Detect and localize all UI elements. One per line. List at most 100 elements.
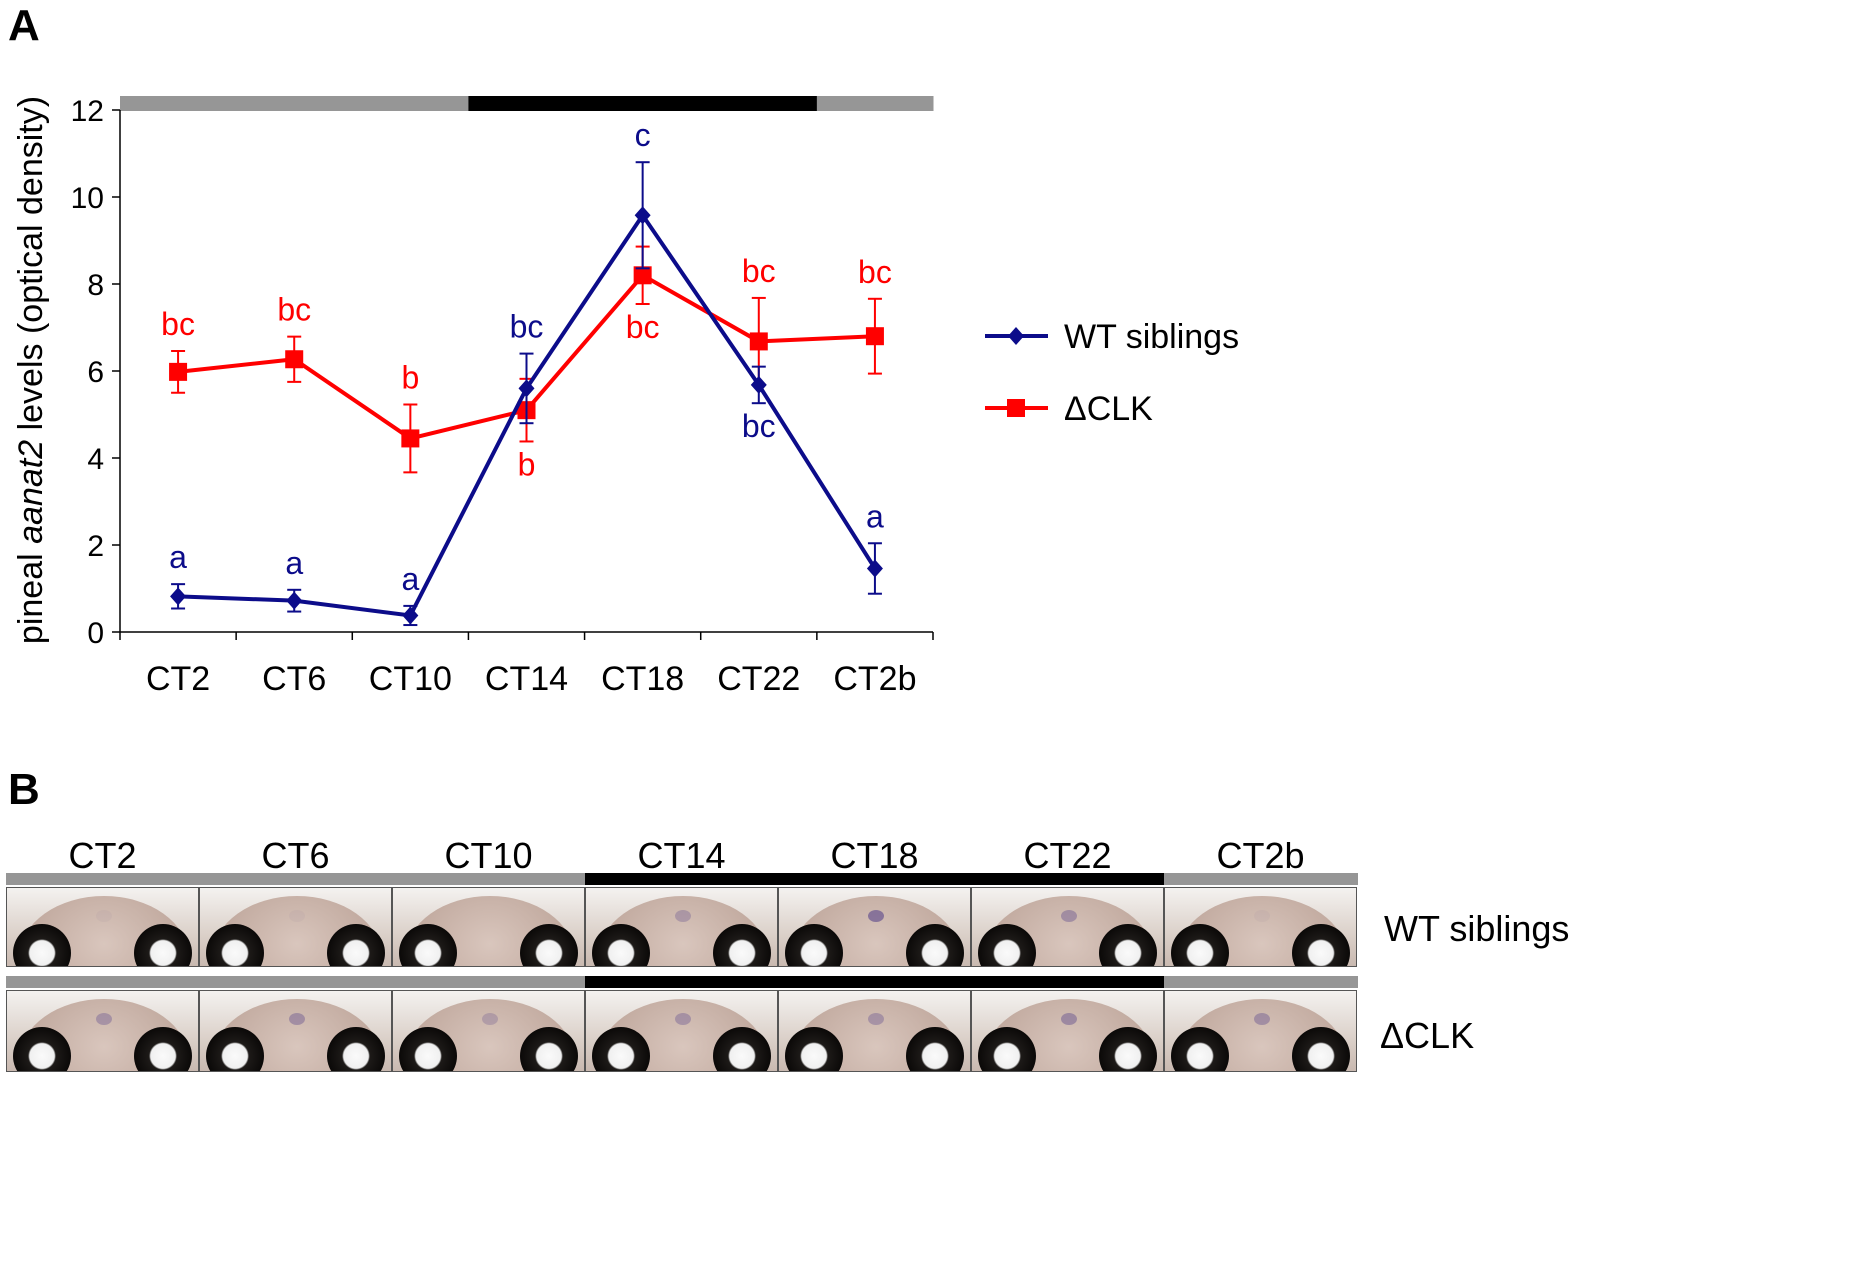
embryo-image bbox=[971, 990, 1164, 1072]
panel-b-label: B bbox=[8, 765, 40, 814]
phase-bar-dark bbox=[778, 873, 972, 885]
data-point bbox=[286, 591, 303, 610]
strip-header-label: CT22 bbox=[1023, 835, 1112, 876]
data-point bbox=[865, 327, 884, 346]
phase-bar-light bbox=[199, 873, 393, 885]
embryo-eye-left bbox=[978, 924, 1036, 966]
pineal-stain bbox=[288, 1013, 305, 1025]
embryo-image bbox=[392, 887, 585, 967]
embryo-eye-left bbox=[13, 924, 71, 966]
light-dark-bar bbox=[120, 96, 934, 111]
data-point bbox=[170, 587, 187, 606]
strip-header-label: CT2b bbox=[1216, 835, 1305, 876]
phase-bar-dark bbox=[585, 873, 779, 885]
embryo-eye-right bbox=[1292, 1027, 1350, 1071]
embryo-image bbox=[778, 887, 971, 967]
strip-row-label: ΔCLK bbox=[1380, 1015, 1475, 1056]
embryo-eye-left bbox=[1171, 924, 1229, 966]
phase-bar-light bbox=[120, 96, 237, 111]
phase-bar-dark bbox=[468, 96, 586, 111]
significance-letter: bc bbox=[858, 254, 892, 290]
line-chart: 0 2 4 6 8 10 12 CT2 CT6 CT10 CT14 CT18 CT22 CT2b pine… bbox=[12, 95, 1239, 698]
y-axis-label-part3: levels (optical density) bbox=[12, 96, 50, 440]
embryo-eye-left bbox=[592, 1027, 650, 1071]
y-tick-label: 12 bbox=[71, 95, 104, 128]
embryo-image bbox=[971, 887, 1164, 967]
y-axis-label-part1: pineal bbox=[12, 544, 50, 644]
series-layer: bc bc b b bc bc bc a a a bc c bc a bbox=[161, 117, 892, 627]
pineal-stain bbox=[288, 910, 305, 922]
phase-bar-light bbox=[199, 976, 393, 988]
pineal-stain bbox=[1060, 1013, 1077, 1025]
panel-a-label: A bbox=[8, 1, 40, 50]
pineal-stain bbox=[867, 1013, 884, 1025]
phase-bar-dark bbox=[971, 873, 1165, 885]
pineal-stain bbox=[95, 910, 112, 922]
significance-letter: bc bbox=[626, 309, 660, 345]
embryo-eye-right bbox=[520, 924, 578, 966]
strip-header-label: CT14 bbox=[637, 835, 726, 876]
data-point bbox=[169, 362, 188, 381]
pineal-stain bbox=[1253, 1013, 1270, 1025]
strip-header-label: CT6 bbox=[261, 835, 330, 876]
series-wt: a a a bc c bc a bbox=[169, 117, 884, 627]
significance-letter: a bbox=[401, 561, 419, 597]
series-dclk: bc bc b b bc bc bc bbox=[161, 245, 892, 482]
significance-letter: b bbox=[401, 359, 419, 395]
embryo-eye-left bbox=[206, 924, 264, 966]
legend: WT siblings ΔCLK bbox=[985, 318, 1239, 428]
significance-letter: a bbox=[169, 539, 187, 575]
data-point bbox=[518, 379, 535, 398]
phase-bar-light bbox=[392, 873, 586, 885]
data-point bbox=[866, 559, 883, 578]
x-tick-label: CT14 bbox=[485, 660, 568, 698]
embryo-image bbox=[1164, 990, 1357, 1072]
phase-bar-dark bbox=[584, 96, 702, 111]
axes: 0 2 4 6 8 10 12 CT2 CT6 CT10 CT14 CT18 CT22 CT2b bbox=[71, 95, 934, 698]
phase-bar-light bbox=[236, 96, 353, 111]
y-tick-label: 0 bbox=[87, 617, 104, 650]
phase-bar-dark bbox=[971, 976, 1165, 988]
strip-header-label: CT18 bbox=[830, 835, 919, 876]
embryo-eye-right bbox=[713, 924, 771, 966]
phase-bar-light bbox=[1164, 873, 1358, 885]
data-point bbox=[401, 429, 420, 448]
y-tick-label: 10 bbox=[71, 182, 104, 215]
embryo-eye-right bbox=[906, 1027, 964, 1071]
strip-header-label: CT10 bbox=[444, 835, 533, 876]
y-tick-label: 4 bbox=[87, 443, 104, 476]
embryo-eye-left bbox=[592, 924, 650, 966]
embryo-eye-left bbox=[13, 1027, 71, 1071]
significance-letter: a bbox=[866, 498, 884, 534]
embryo-image bbox=[392, 990, 585, 1072]
embryo-eye-left bbox=[1171, 1027, 1229, 1071]
embryo-eye-right bbox=[327, 924, 385, 966]
embryo-eye-left bbox=[399, 1027, 457, 1071]
significance-letter: bc bbox=[277, 292, 311, 328]
x-tick-label: CT10 bbox=[369, 660, 452, 698]
embryo-image bbox=[585, 990, 778, 1072]
phase-bar-dark bbox=[778, 976, 972, 988]
phase-bar-light bbox=[816, 96, 934, 111]
embryo-image bbox=[6, 887, 199, 967]
embryo-eye-right bbox=[520, 1027, 578, 1071]
x-tick-label: CT22 bbox=[717, 660, 800, 698]
legend-label: WT siblings bbox=[1064, 318, 1239, 356]
legend-marker bbox=[1007, 399, 1025, 417]
data-point bbox=[285, 350, 304, 369]
embryo-eye-right bbox=[1292, 924, 1350, 966]
phase-bar-light bbox=[392, 976, 586, 988]
embryo-eye-right bbox=[1099, 924, 1157, 966]
data-point bbox=[749, 332, 768, 351]
phase-bar-light bbox=[6, 873, 200, 885]
pineal-stain bbox=[1060, 910, 1077, 922]
embryo-image bbox=[1164, 887, 1357, 967]
significance-letter: bc bbox=[510, 309, 544, 345]
embryo-image bbox=[585, 887, 778, 967]
phase-bar-dark bbox=[700, 96, 818, 111]
y-axis-label: pineal aanat2 levels (optical density) bbox=[12, 96, 50, 644]
x-tick-label: CT2 bbox=[146, 660, 210, 698]
pineal-stain bbox=[95, 1013, 112, 1025]
data-point bbox=[402, 606, 419, 625]
pineal-stain bbox=[674, 1013, 691, 1025]
